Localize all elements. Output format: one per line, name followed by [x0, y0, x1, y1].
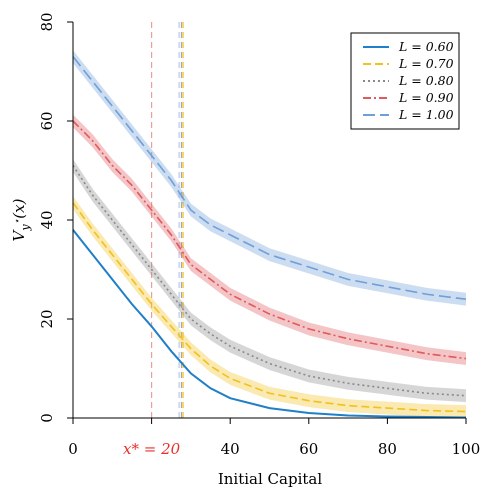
series-line-1 — [72, 202, 467, 413]
x-tick-label-2: 40 — [221, 440, 240, 458]
y-tick-label-2: 40 — [38, 210, 56, 229]
y-tick-label-0: 0 — [38, 413, 56, 423]
x-axis-title: Initial Capital — [218, 470, 323, 488]
y-axis-title: Vy⋆(x) — [10, 198, 32, 241]
legend-label-1: L = 0.70 — [398, 56, 454, 71]
x-tick-label-3: 60 — [299, 440, 318, 458]
y-tick-label-3: 60 — [38, 111, 56, 130]
svg-text:Vy⋆(x): Vy⋆(x) — [10, 198, 32, 241]
legend-label-0: L = 0.60 — [398, 39, 454, 54]
series-line-0 — [72, 229, 467, 419]
y-tick-label-4: 80 — [38, 12, 56, 31]
x-tick-label-4: 80 — [378, 440, 397, 458]
series-line-3 — [72, 120, 467, 360]
x-tick-label-0: 0 — [68, 440, 78, 458]
series-band-1 — [73, 196, 466, 418]
x-tick-label-1: x* = 20 — [123, 440, 181, 458]
y-axis: 0 20 40 60 80 — [38, 12, 73, 423]
legend-label-3: L = 0.90 — [398, 90, 454, 105]
series-band-4 — [73, 50, 466, 306]
y-tick-label-1: 20 — [38, 309, 56, 328]
series-line-4 — [72, 56, 467, 300]
series-band-3 — [73, 114, 466, 366]
plot-area — [72, 22, 467, 419]
x-tick-label-5: 100 — [452, 440, 481, 458]
legend-label-4: L = 1.00 — [398, 107, 454, 122]
legend-label-2: L = 0.80 — [398, 73, 454, 88]
x-axis: 0 x* = 20 40 60 80 100 — [68, 418, 480, 458]
legend: L = 0.60 L = 0.70 L = 0.80 L = 0.90 L = 1.00 — [350, 32, 460, 130]
